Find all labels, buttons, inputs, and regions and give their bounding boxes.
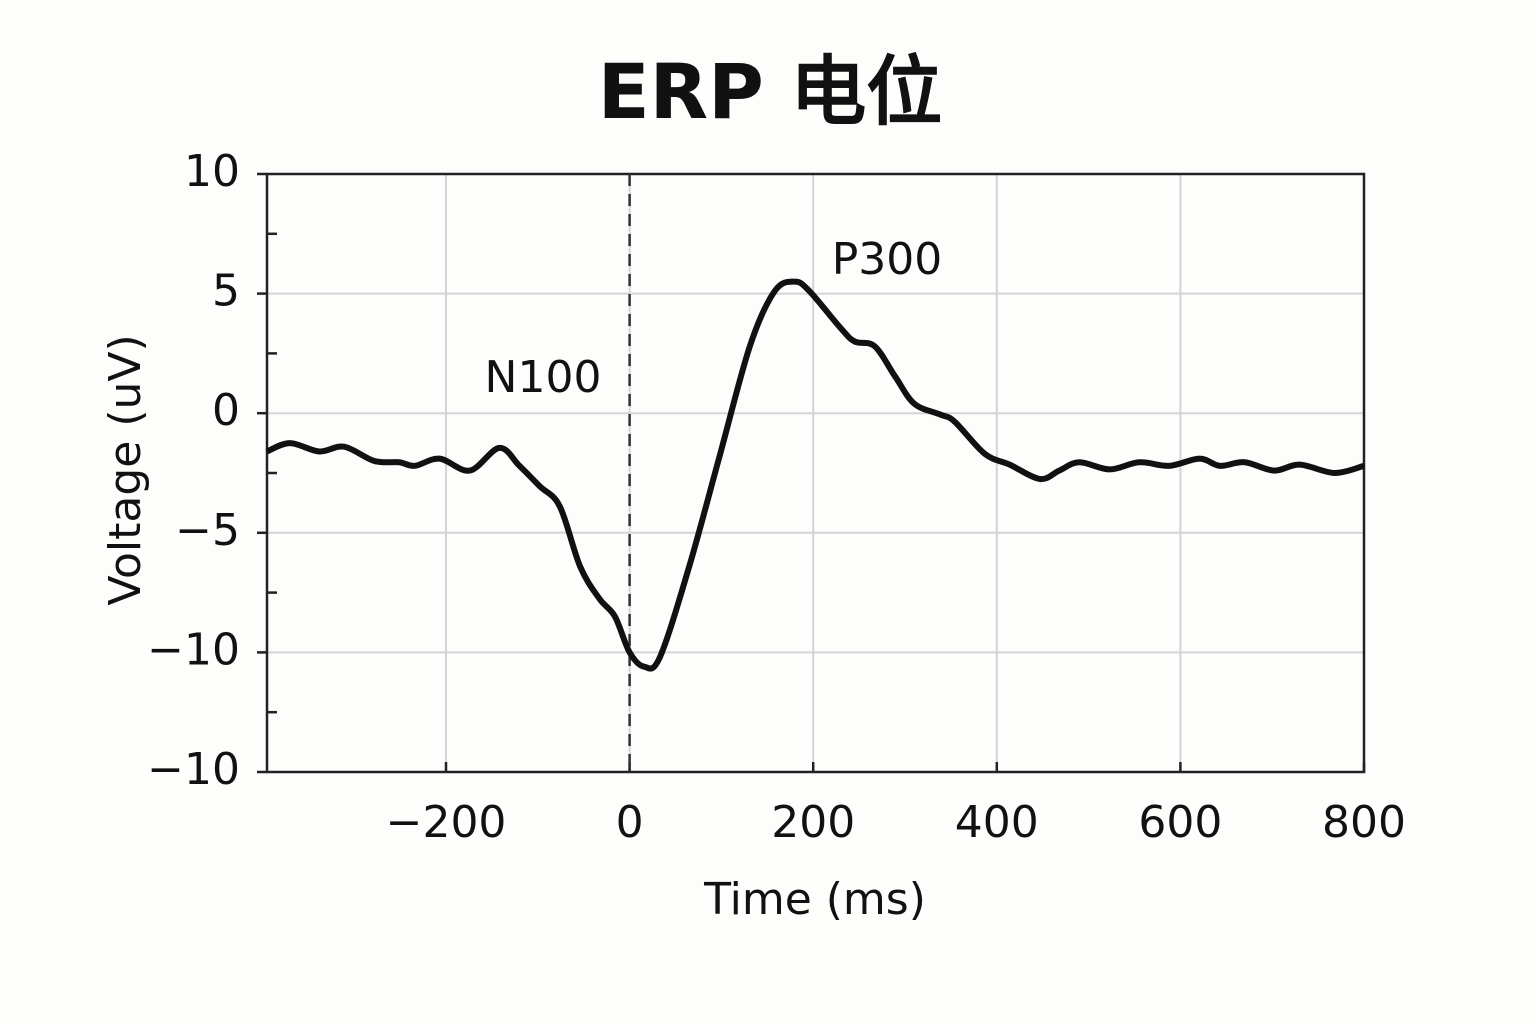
x-tick-label: 600: [1138, 797, 1222, 848]
y-tick-label: −5: [175, 505, 240, 556]
x-axis-label: Time (ms): [703, 874, 926, 925]
y-tick-label: 10: [184, 146, 240, 197]
plot-frame: [265, 172, 1366, 774]
x-tick-label: 400: [955, 797, 1039, 848]
y-tick-label: −10: [147, 744, 240, 795]
chart-title: ERP 电位: [598, 47, 943, 136]
y-tick-label: −10: [147, 624, 240, 675]
x-tick-label: 0: [616, 797, 644, 848]
x-tick-label: 200: [771, 797, 855, 848]
x-tick-label: 800: [1322, 797, 1406, 848]
y-axis-label: Voltage (uV): [100, 334, 151, 605]
y-tick-label: 0: [212, 385, 240, 436]
annotation: P300: [832, 234, 943, 285]
y-tick-label: 5: [212, 266, 240, 317]
erp-line: [265, 278, 1365, 672]
annotation: N100: [485, 352, 602, 403]
x-tick-label: −200: [386, 797, 507, 848]
